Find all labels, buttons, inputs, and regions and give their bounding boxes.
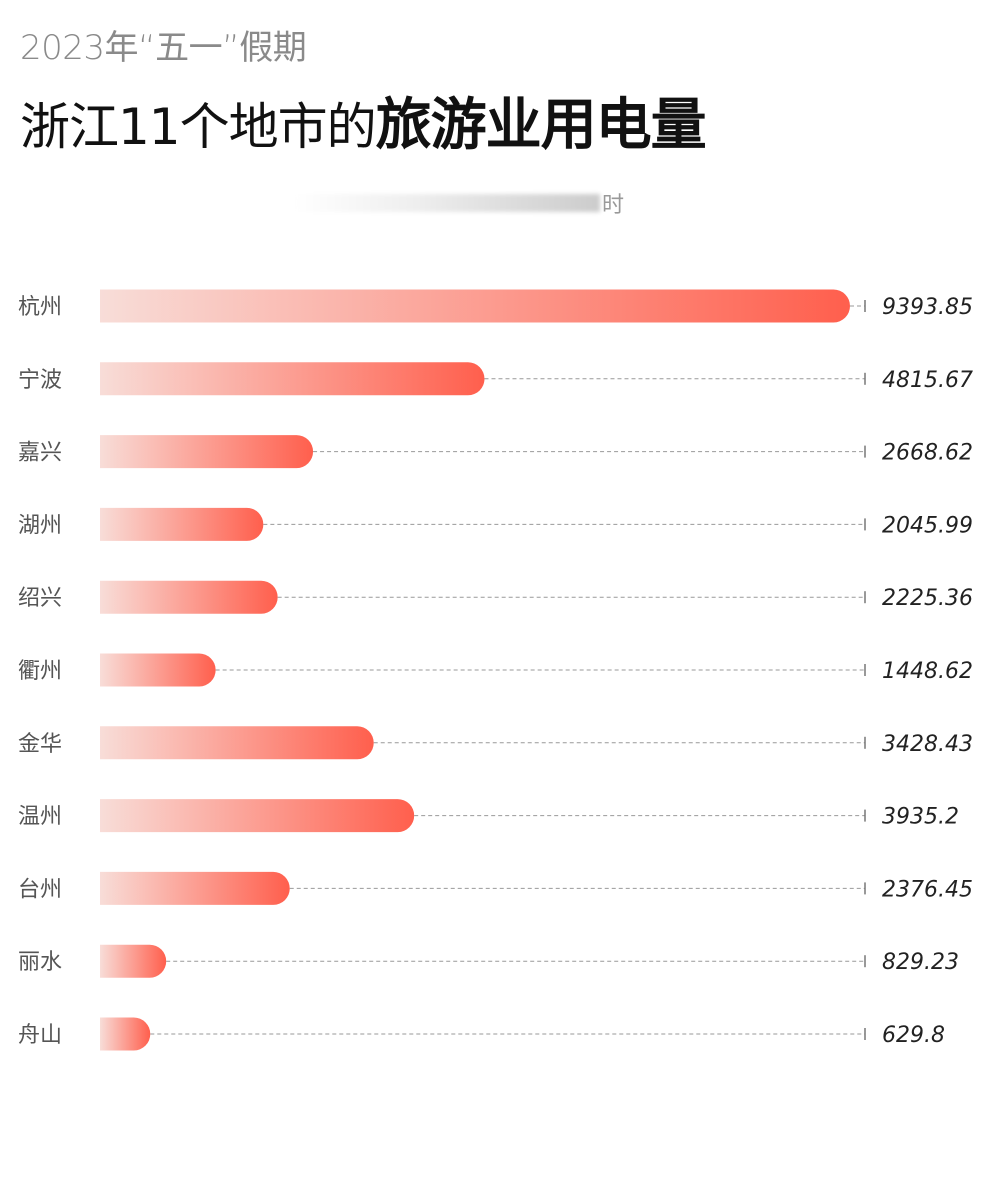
category-label: 嘉兴	[18, 441, 62, 466]
bar-杭州	[100, 289, 850, 323]
value-label: 629.8	[882, 1023, 945, 1048]
category-label: 舟山	[18, 1023, 62, 1048]
redacted-region	[295, 194, 600, 212]
category-label: 湖州	[18, 513, 62, 538]
category-label: 杭州	[18, 295, 62, 320]
value-label: 2225.36	[882, 586, 973, 611]
category-label: 绍兴	[18, 586, 62, 611]
unit-label: 时	[295, 188, 624, 218]
bar-绍兴	[100, 580, 278, 614]
bar-宁波	[100, 362, 485, 396]
value-label: 9393.85	[882, 295, 973, 320]
bar-舟山	[100, 1017, 151, 1051]
category-label: 衢州	[18, 659, 62, 684]
category-label: 丽水	[18, 950, 62, 975]
bar-金华	[100, 726, 374, 760]
category-label: 宁波	[18, 368, 62, 393]
bar-湖州	[100, 507, 264, 541]
value-label: 2045.99	[882, 513, 973, 538]
chart-title: 浙江11个地市的旅游业用电量	[20, 80, 707, 161]
category-label: 台州	[18, 877, 62, 902]
bar-台州	[100, 871, 290, 905]
bar-温州	[100, 799, 415, 833]
value-label: 3935.2	[882, 805, 959, 830]
value-label: 2668.62	[882, 441, 973, 466]
category-label: 温州	[18, 805, 62, 830]
value-label: 3428.43	[882, 732, 973, 757]
title-regular: 浙江11个地市的	[20, 98, 377, 156]
value-label: 1448.62	[882, 659, 973, 684]
chart-subtitle: 2023年“五一”假期	[20, 28, 307, 68]
bar-衢州	[100, 653, 216, 687]
category-label: 金华	[18, 732, 62, 757]
unit-text: 时	[602, 193, 625, 218]
value-label: 4815.67	[882, 368, 973, 393]
value-label: 829.23	[882, 950, 959, 975]
value-label: 2376.45	[882, 877, 973, 902]
bar-丽水	[100, 944, 167, 978]
title-bold: 旅游业用电量	[375, 93, 707, 158]
bar-嘉兴	[100, 435, 314, 469]
